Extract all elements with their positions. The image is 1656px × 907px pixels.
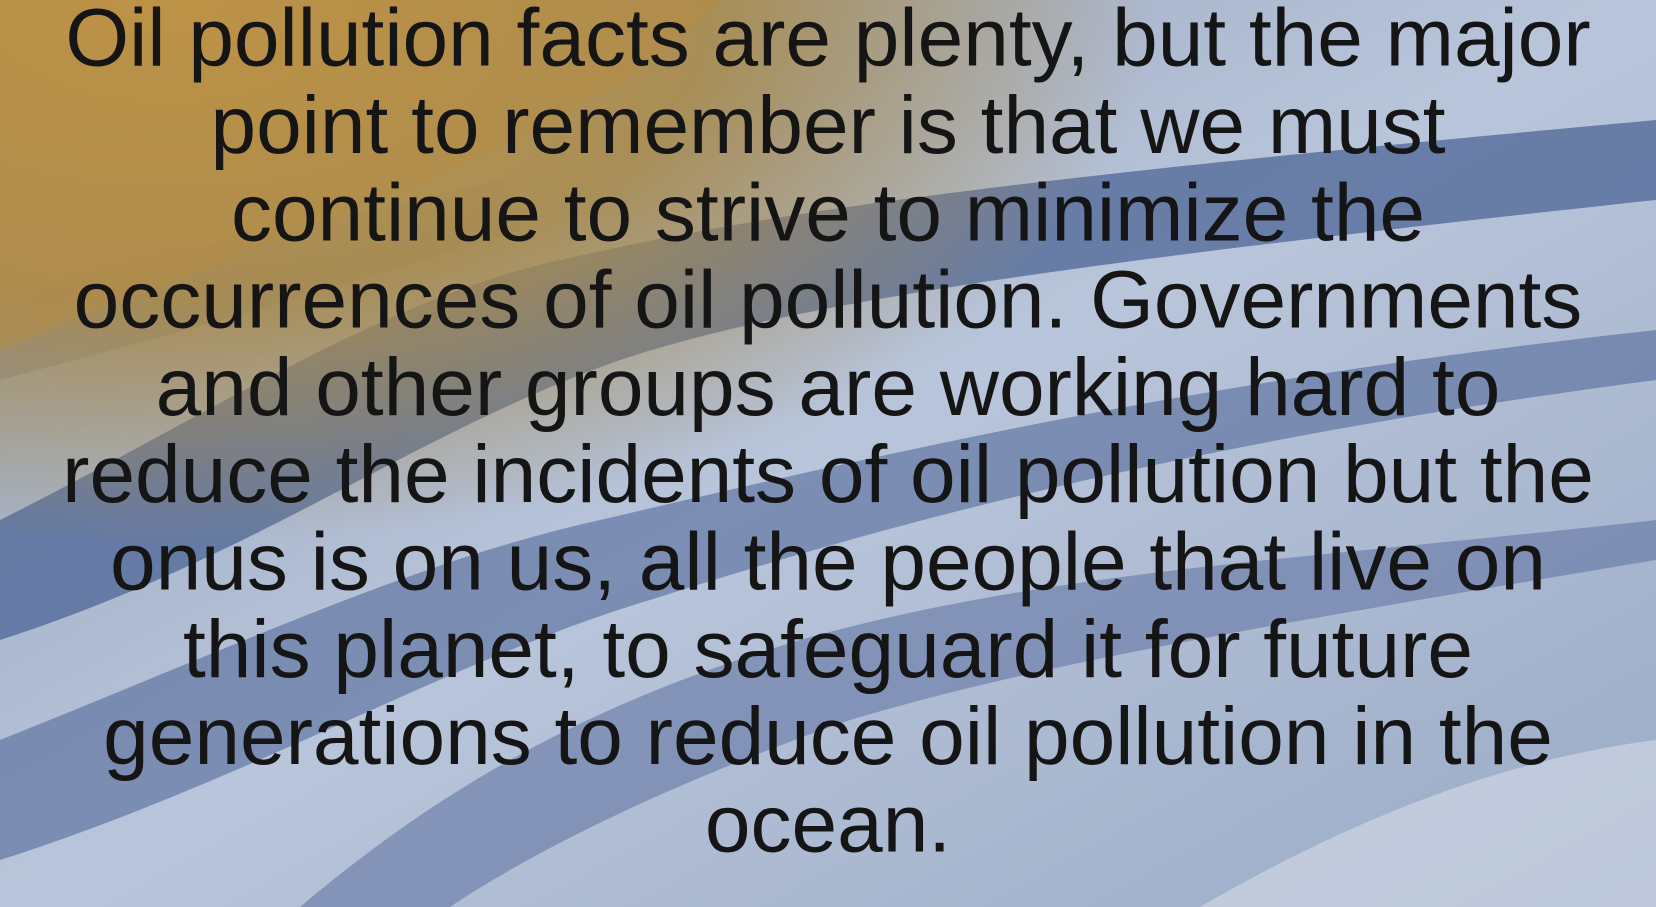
text-line: this planet, to safeguard it for future (183, 604, 1473, 695)
text-line: continue to strive to minimize the (231, 167, 1425, 258)
text-line: Oil pollution facts are plenty, but the … (65, 0, 1590, 84)
text-line: and other groups are working hard to (156, 342, 1501, 433)
text-line: reduce the incidents of oil pollution bu… (62, 429, 1594, 520)
text-line: occurrences of oil pollution. Government… (74, 255, 1583, 346)
slide-text: Oil pollution facts are plenty, but the … (62, 0, 1594, 869)
text-line: generations to reduce oil pollution in t… (103, 691, 1553, 782)
text-line: onus is on us, all the people that live … (110, 516, 1546, 607)
text-line: point to remember is that we must (210, 80, 1445, 171)
text-line: ocean. (705, 778, 951, 869)
